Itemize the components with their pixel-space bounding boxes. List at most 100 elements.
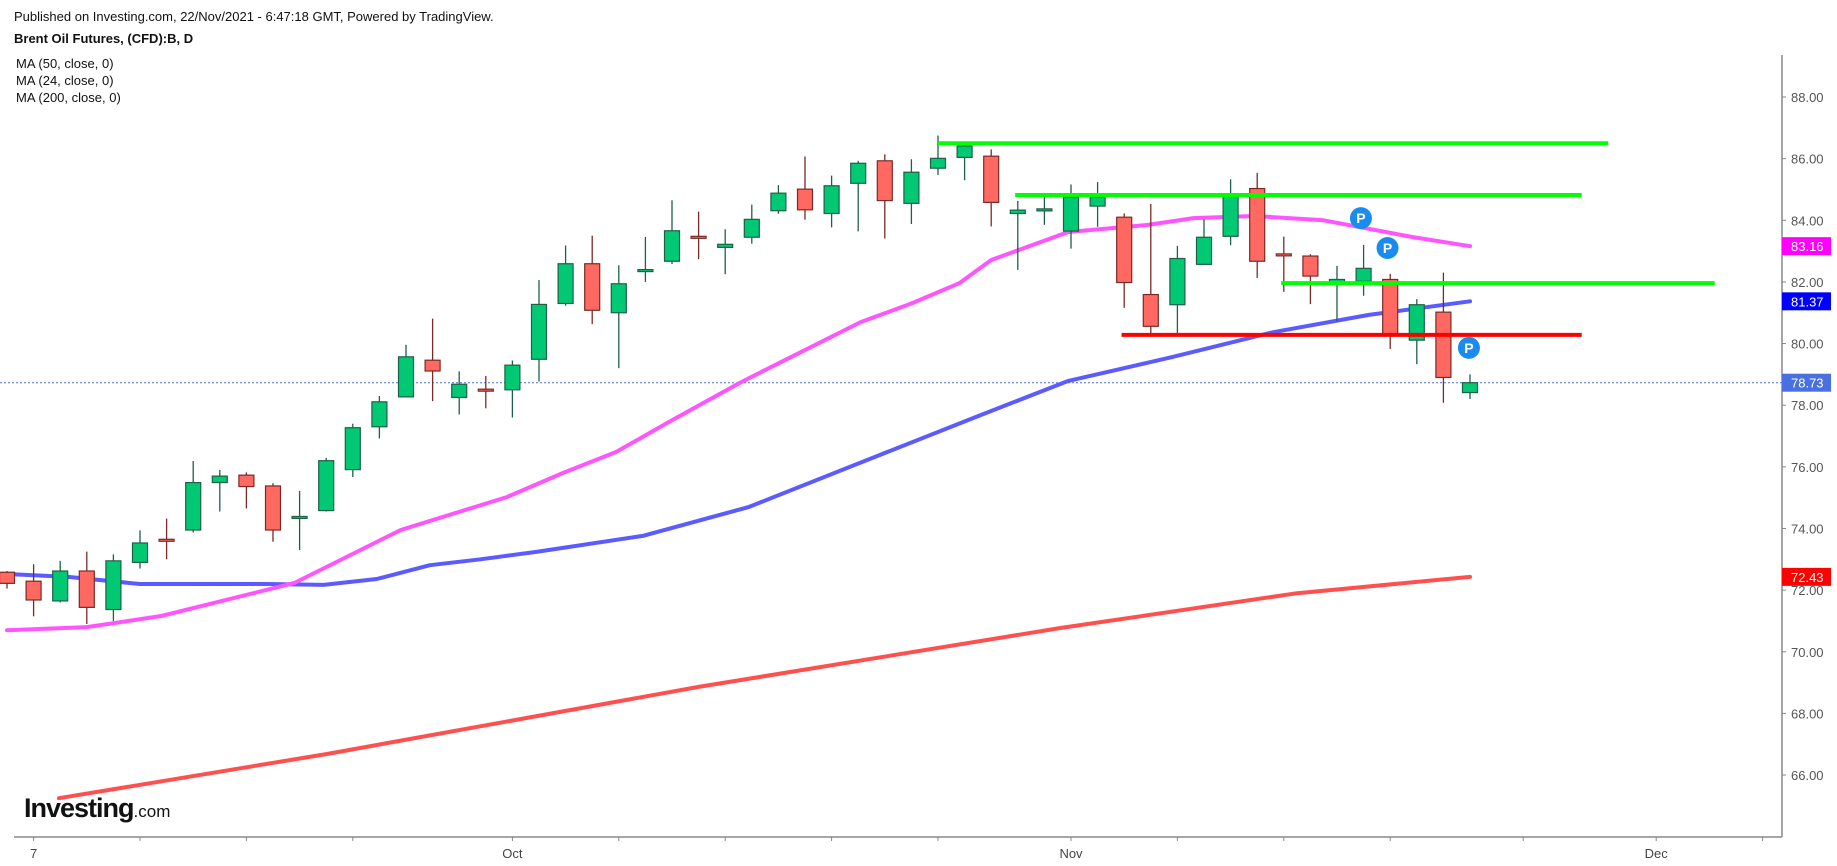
candle <box>876 154 893 239</box>
candle-body-up <box>530 303 548 360</box>
candle-body-down <box>477 388 494 392</box>
candle-body-up <box>1089 196 1106 207</box>
candle <box>1169 245 1186 335</box>
candle-body-down <box>1275 253 1292 257</box>
candle-body-up <box>318 460 335 512</box>
candle-body-up <box>717 243 734 249</box>
candle-body-up <box>557 263 574 305</box>
candle-body-down <box>0 571 16 584</box>
candle-body-up <box>823 185 840 215</box>
legend-ma50[interactable]: MA (50, close, 0) <box>16 56 114 71</box>
candle <box>1382 273 1399 350</box>
candle-body-up <box>52 570 69 602</box>
candle-body-up <box>743 218 760 238</box>
candle-body-up <box>1355 267 1372 282</box>
candle-body-up <box>1195 236 1213 265</box>
last-price-label-bg <box>1782 373 1831 392</box>
candle-body-up <box>344 427 361 471</box>
candle-body-up <box>131 542 149 563</box>
candle <box>52 560 69 603</box>
candle-body-down <box>584 263 601 311</box>
x-tick-label: 7 <box>30 846 37 861</box>
investing-logo: Investing.com <box>24 793 170 824</box>
candle <box>1461 374 1479 400</box>
candle <box>1195 219 1213 265</box>
candle <box>105 554 122 621</box>
candle-body-up <box>291 515 308 520</box>
candle <box>424 318 441 402</box>
candle <box>344 423 361 478</box>
ma-value-label-50-bg <box>1782 292 1831 311</box>
ma-line-24 <box>5 214 1472 633</box>
candle-body-up <box>451 383 468 399</box>
candle <box>1222 179 1239 246</box>
candle <box>25 564 42 617</box>
candle <box>823 175 840 228</box>
candle <box>1328 265 1346 322</box>
candle-body-up <box>956 145 973 159</box>
pivot-marker[interactable]: P <box>1457 336 1480 359</box>
candle-body-down <box>264 485 282 531</box>
candle <box>1009 200 1026 270</box>
ma-line-200 <box>56 574 1472 801</box>
candle-body-up <box>637 268 654 273</box>
ma-value-label-24-bg <box>1782 237 1831 256</box>
candle-body-up <box>1062 196 1080 232</box>
pivot-marker-icon <box>1376 237 1399 260</box>
legend-ma200[interactable]: MA (200, close, 0) <box>16 90 121 105</box>
legend-ma24[interactable]: MA (24, close, 0) <box>16 73 114 88</box>
candle <box>371 395 388 439</box>
candle <box>264 483 282 542</box>
candle <box>637 236 654 282</box>
candle-body-up <box>903 171 920 204</box>
last-price-label: 78.73 <box>1791 376 1824 391</box>
chart-title: Brent Oil Futures, (CFD):B, D <box>14 31 194 46</box>
candle <box>158 518 175 560</box>
x-tick-label: Dec <box>1645 846 1669 861</box>
y-tick-label: 84.00 <box>1791 213 1824 228</box>
candle <box>1302 254 1319 305</box>
y-tick-label: 74.00 <box>1791 521 1824 536</box>
y-tick-label: 80.00 <box>1791 337 1824 352</box>
candle <box>1036 193 1053 225</box>
candle <box>78 551 95 625</box>
candle <box>185 460 202 533</box>
candle <box>743 204 760 244</box>
pivot-marker-label: P <box>1383 240 1392 256</box>
candle-body-up <box>371 401 388 428</box>
y-tick-label: 82.00 <box>1791 275 1824 290</box>
candle <box>451 371 468 415</box>
candle <box>238 472 255 509</box>
y-tick-label: 66.00 <box>1791 768 1824 783</box>
candle <box>1142 203 1159 337</box>
y-tick-label: 72.00 <box>1791 583 1824 598</box>
logo-suffix: .com <box>133 802 171 821</box>
candle <box>610 265 627 369</box>
candle <box>211 469 228 512</box>
pivot-marker[interactable]: P <box>1349 207 1372 230</box>
candle <box>903 159 920 224</box>
candle-body-up <box>850 162 867 184</box>
candle <box>1408 299 1425 365</box>
candle-body-up <box>1408 304 1425 341</box>
candle <box>477 375 494 409</box>
candle <box>690 211 707 260</box>
candle-body-down <box>1435 311 1452 379</box>
candle <box>1355 244 1372 296</box>
candle-body-up <box>1036 208 1053 212</box>
candle-body-down <box>1249 187 1266 262</box>
candle-body-down <box>690 235 707 239</box>
candle-body-down <box>876 160 893 202</box>
candle-body-down <box>78 570 95 608</box>
candle <box>291 490 308 551</box>
candle <box>318 457 335 512</box>
candle <box>663 200 681 265</box>
y-tick-label: 78.00 <box>1791 398 1824 413</box>
pivot-marker[interactable]: P <box>1376 237 1399 260</box>
candle-body-up <box>1461 382 1479 394</box>
candle-body-down <box>424 359 441 372</box>
logo-main: Investing <box>24 793 135 823</box>
candle <box>1116 213 1133 308</box>
candle <box>530 280 548 382</box>
